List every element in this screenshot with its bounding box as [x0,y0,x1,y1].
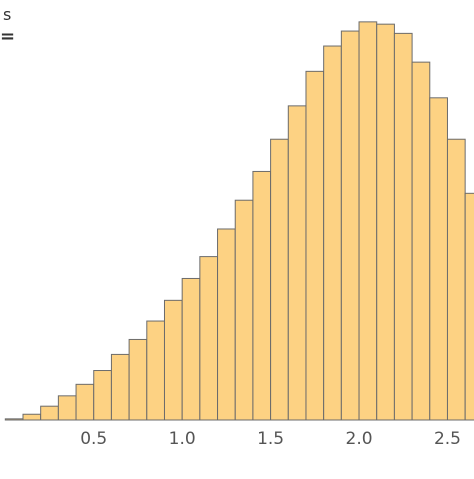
bar-11 [199,256,219,421]
x-tick-label-4: 2.5 [434,429,461,449]
bar-8 [146,320,165,421]
legend-fragment-line-1: s [3,5,11,24]
bar-18 [323,45,342,421]
bar-9 [163,299,183,421]
x-tick-label-1: 1.0 [169,429,196,449]
bar-23 [411,61,431,421]
bar-10 [181,277,201,421]
bar-22 [393,32,413,421]
bar-24 [429,97,448,421]
bar-21 [376,23,395,421]
bar-16 [287,105,307,421]
bar-14 [252,170,272,421]
bar-2 [40,405,59,421]
x-tick-label-0: 0.5 [80,429,107,449]
bar-5 [93,370,112,421]
bar-19 [340,30,360,421]
bar-0 [4,418,24,421]
bar-25 [446,138,466,421]
bar-26 [464,192,474,421]
legend-fragment-line-2: = [0,26,15,47]
bar-13 [234,199,254,421]
bar-20 [358,21,378,421]
bar-4 [75,383,95,421]
bar-17 [305,70,325,421]
x-axis-ticks: 0.5 1.0 1.5 2.0 2.5 [80,429,461,449]
bar-3 [57,395,77,421]
bar-7 [128,338,148,421]
x-tick-label-2: 1.5 [257,429,284,449]
legend-fragment: s = [0,5,15,47]
bar-1 [22,413,42,421]
bars-group [4,21,474,421]
bar-15 [270,138,289,421]
bar-6 [110,353,130,421]
bar-12 [217,228,236,421]
x-tick-label-3: 2.0 [346,429,373,449]
